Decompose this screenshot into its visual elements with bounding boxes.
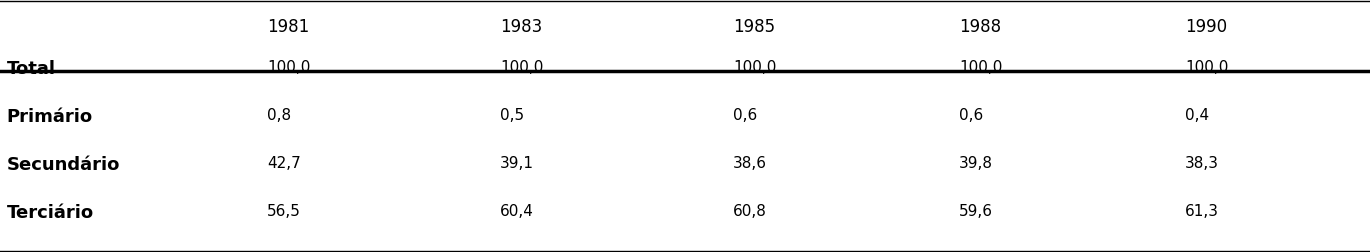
Text: Secundário: Secundário — [7, 156, 121, 174]
Text: 0,4: 0,4 — [1185, 108, 1210, 123]
Text: 100,0: 100,0 — [733, 60, 777, 76]
Text: 0,6: 0,6 — [959, 108, 984, 123]
Text: 42,7: 42,7 — [267, 156, 301, 171]
Text: 1985: 1985 — [733, 18, 775, 36]
Text: 39,1: 39,1 — [500, 156, 534, 171]
Text: 38,3: 38,3 — [1185, 156, 1219, 171]
Text: Total: Total — [7, 60, 56, 78]
Text: 56,5: 56,5 — [267, 204, 301, 219]
Text: 1988: 1988 — [959, 18, 1001, 36]
Text: Terciário: Terciário — [7, 204, 95, 222]
Text: 59,6: 59,6 — [959, 204, 993, 219]
Text: Primário: Primário — [7, 108, 93, 126]
Text: 100,0: 100,0 — [959, 60, 1003, 76]
Text: 0,8: 0,8 — [267, 108, 292, 123]
Text: 1981: 1981 — [267, 18, 310, 36]
Text: 0,6: 0,6 — [733, 108, 758, 123]
Text: 61,3: 61,3 — [1185, 204, 1219, 219]
Text: 60,8: 60,8 — [733, 204, 767, 219]
Text: 100,0: 100,0 — [1185, 60, 1229, 76]
Text: 100,0: 100,0 — [267, 60, 311, 76]
Text: 60,4: 60,4 — [500, 204, 534, 219]
Text: 38,6: 38,6 — [733, 156, 767, 171]
Text: 0,5: 0,5 — [500, 108, 525, 123]
Text: 1990: 1990 — [1185, 18, 1228, 36]
Text: 39,8: 39,8 — [959, 156, 993, 171]
Text: 1983: 1983 — [500, 18, 543, 36]
Text: 100,0: 100,0 — [500, 60, 544, 76]
